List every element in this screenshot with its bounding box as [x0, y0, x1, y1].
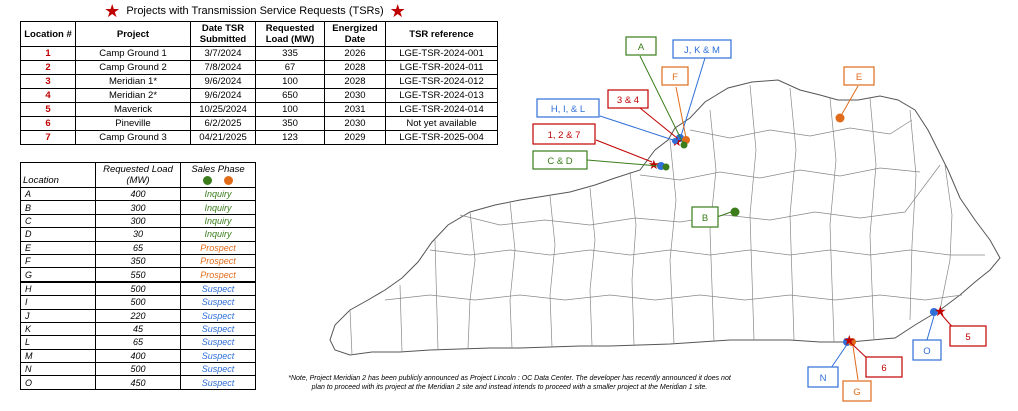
- sales-table: Location Requested Load (MW) Sales Phase…: [20, 162, 256, 390]
- leader-lines: [586, 55, 956, 381]
- marker-b: [730, 207, 740, 217]
- table-row: 7 Camp Ground 3 04/21/2025 123 2029 LGE-TSR-2…: [20, 130, 498, 145]
- box-hil: [536, 98, 600, 118]
- box-cd: [532, 150, 588, 170]
- load-cell: 450: [95, 375, 181, 390]
- sales-phase-cell: Suspect: [180, 375, 256, 390]
- table-row: D 30 Inquiry: [20, 227, 256, 242]
- star-icon: ★: [389, 1, 406, 21]
- box-e: [843, 66, 875, 86]
- table-row: 3 Meridian 1* 9/6/2024 100 2028 LGE-TSR-2024-…: [20, 74, 498, 89]
- label-e: E: [856, 72, 862, 83]
- box-f: [661, 66, 689, 86]
- star-5: ★: [934, 303, 947, 319]
- state-outline: [329, 79, 1001, 356]
- table-row: O 450 Suspect: [20, 375, 256, 390]
- sales-phase-cell: Suspect: [180, 321, 256, 337]
- table-cell: 2029: [324, 130, 386, 145]
- table-row: F 350 Prospect: [20, 253, 256, 269]
- column-header: Project: [75, 21, 191, 47]
- box-g: [842, 380, 872, 402]
- label-jkm: J, K & M: [684, 45, 720, 56]
- label-n: N: [820, 373, 827, 384]
- table-row: E 65 Prospect: [20, 240, 256, 255]
- marker-o: [930, 308, 938, 316]
- label-o: O: [923, 346, 930, 357]
- table-row: 6 Pineville 6/2/2025 350 2030 Not yet availab…: [20, 116, 498, 131]
- prospect-dot-icon: [224, 175, 234, 185]
- star-1-2-7: ★: [648, 157, 660, 172]
- label-34: 3 & 4: [617, 95, 639, 106]
- table-row: N 500 Suspect: [20, 362, 256, 377]
- table-row: B 300 Inquiry: [20, 200, 256, 215]
- box-6: [865, 356, 903, 378]
- marker-e: [835, 113, 845, 123]
- label-g: G: [853, 387, 860, 398]
- location-letter-cell: F: [20, 253, 96, 269]
- box-n: [807, 366, 839, 388]
- box-5: [949, 325, 987, 347]
- table-row: L 65 Suspect: [20, 335, 256, 350]
- footnote: *Note, Project Meridian 2 has been publi…: [288, 375, 731, 391]
- label-6: 6: [881, 363, 886, 374]
- title-text: Projects with Transmission Service Reque…: [126, 5, 384, 17]
- marker-a: [680, 141, 688, 149]
- box-a: [625, 36, 657, 56]
- sales-phase-label: Sales Phase: [191, 164, 245, 175]
- column-header: Energized Date: [324, 21, 386, 47]
- load-cell: 350: [95, 253, 181, 269]
- chart-title: ★ Projects with Transmission Service Req…: [100, 2, 410, 20]
- label-hil: H, I, & L: [551, 104, 585, 115]
- label-cd: C & D: [547, 156, 572, 167]
- column-header: Date TSR Submitted: [190, 21, 256, 47]
- label-127: 1, 2 & 7: [548, 130, 581, 141]
- phase-legend: [183, 175, 253, 186]
- location-letter-cell: O: [20, 375, 96, 390]
- box-34: [607, 89, 649, 109]
- county-lines: [349, 84, 985, 356]
- inquiry-dot-icon: [202, 175, 212, 185]
- tsr-table: Location # Project Date TSR Submitted Re…: [20, 21, 498, 145]
- table-row: 2 Camp Ground 2 7/8/2024 67 2028 LGE-TSR-2024…: [20, 60, 498, 75]
- column-header: Location: [20, 162, 96, 188]
- label-5: 5: [965, 332, 970, 343]
- column-header: Requested Load (MW): [95, 162, 181, 188]
- table-cell: 04/21/2025: [190, 130, 256, 145]
- label-b: B: [702, 213, 708, 224]
- box-b: [691, 206, 719, 228]
- box-jkm: [672, 39, 732, 59]
- label-a: A: [638, 42, 645, 53]
- marker-g: [848, 338, 856, 346]
- table-cell: Camp Ground 3: [75, 130, 191, 145]
- marker-cd-green: [662, 163, 670, 171]
- box-127: [532, 123, 596, 145]
- sales-phase-cell: Prospect: [180, 253, 256, 269]
- box-o: [912, 339, 942, 361]
- label-f: F: [672, 72, 678, 83]
- star-icon: ★: [104, 1, 121, 21]
- label-boxes: A J, K & M F E H, I, & L 3 & 4 1, 2 & 7 …: [532, 36, 987, 402]
- marker-hil: [672, 138, 678, 144]
- table-cell: LGE-TSR-2025-004: [385, 130, 498, 145]
